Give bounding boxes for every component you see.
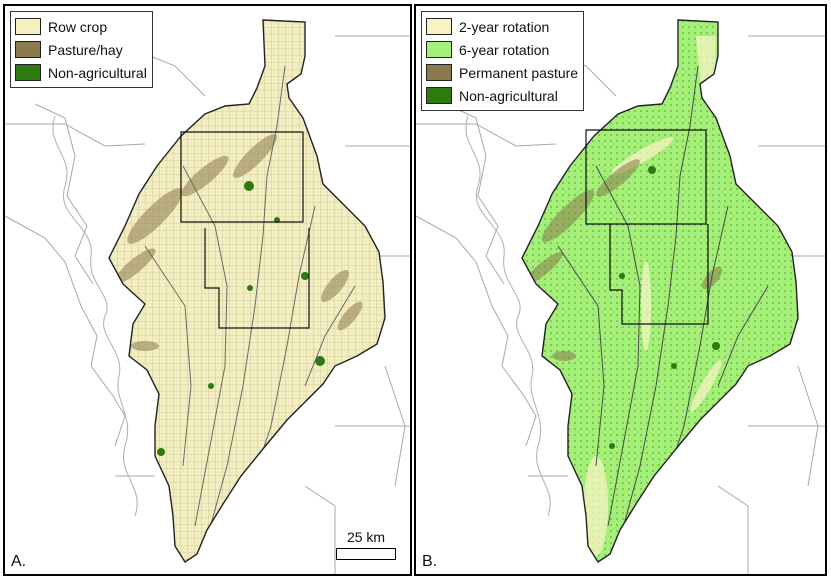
legend-label: Pasture/hay <box>48 41 123 58</box>
legend-b: 2-year rotation 6-year rotation Permanen… <box>421 11 585 111</box>
panel-label-a: A. <box>11 553 27 570</box>
legend-item-pasture-hay: Pasture/hay <box>15 38 147 61</box>
legend-item-non-agricultural: Non-agricultural <box>426 84 578 107</box>
scale-bar: 25 km <box>336 529 396 560</box>
swatch-row-crop <box>15 18 41 35</box>
study-area-outline <box>585 129 709 325</box>
panel-label-b: B. <box>422 553 438 570</box>
legend-label: 6-year rotation <box>459 41 550 58</box>
legend-label: Non-agricultural <box>48 64 147 81</box>
swatch-permanent-pasture <box>426 64 452 81</box>
legend-item-permanent-pasture: Permanent pasture <box>426 61 578 84</box>
legend-a: Row crop Pasture/hay Non-agricultural <box>10 11 153 88</box>
scale-bar-label: 25 km <box>346 529 386 545</box>
stream-network <box>144 65 356 547</box>
legend-item-row-crop: Row crop <box>15 15 147 38</box>
study-area-outline <box>180 131 310 329</box>
county-boundaries <box>5 35 410 574</box>
legend-item-six-year-rotation: 6-year rotation <box>426 38 578 61</box>
land-cover-row-crop <box>109 20 385 562</box>
swatch-six-year-rotation <box>426 41 452 58</box>
legend-label: Non-agricultural <box>459 87 558 104</box>
swatch-two-year-rotation <box>426 18 452 35</box>
map-panel-b: 2-year rotation 6-year rotation Permanen… <box>414 4 827 576</box>
watershed-map-a <box>5 19 410 574</box>
legend-label: Permanent pasture <box>459 64 579 81</box>
river <box>465 115 551 517</box>
map-panel-a: Row crop Pasture/hay Non-agricultural 25… <box>3 4 412 576</box>
scale-bar-box <box>336 548 396 560</box>
swatch-non-agricultural <box>426 87 452 104</box>
legend-item-non-agricultural: Non-agricultural <box>15 61 147 84</box>
land-cover-non-agricultural <box>609 166 720 449</box>
legend-label: 2-year rotation <box>459 18 550 35</box>
stream-network <box>557 65 769 547</box>
legend-label: Row crop <box>48 18 108 35</box>
legend-item-two-year-rotation: 2-year rotation <box>426 15 578 38</box>
river <box>52 115 138 517</box>
swatch-pasture-hay <box>15 41 41 58</box>
swatch-non-agricultural <box>15 64 41 81</box>
